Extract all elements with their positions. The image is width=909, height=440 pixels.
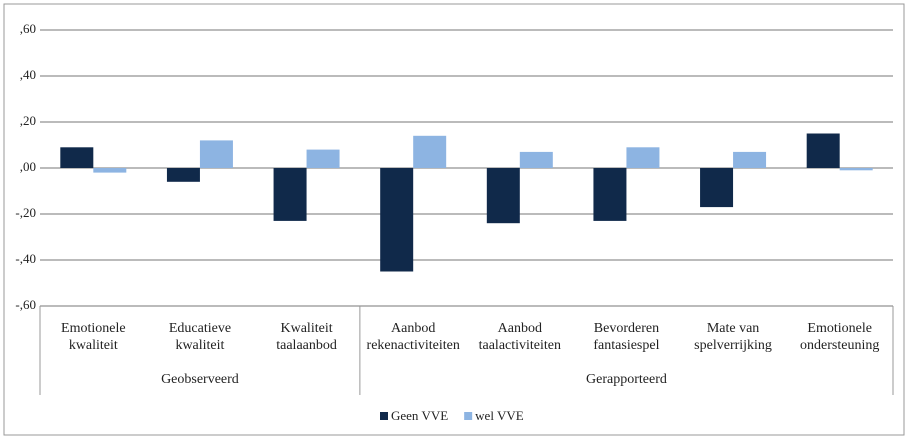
legend-swatch: [464, 412, 473, 420]
x-tick-label: Educatieve kwaliteit: [168, 321, 232, 353]
bar: [519, 151, 553, 168]
y-tick-label: -,20: [15, 205, 36, 220]
x-tick-label: Emotionele ondersteuning: [800, 321, 880, 353]
bar: [199, 140, 233, 168]
bar: [60, 147, 94, 168]
bar: [839, 168, 873, 171]
bar: [486, 168, 520, 224]
group-label: Gerapporteerd: [586, 372, 667, 387]
bar: [806, 133, 840, 168]
bar: [700, 168, 734, 208]
bar: [166, 168, 200, 182]
x-tick-label: Bevorderen fantasiespel: [593, 321, 660, 353]
bar: [593, 168, 627, 221]
chart-border: [3, 3, 905, 436]
x-tick-label: Aanbod rekenactiviteiten: [366, 321, 460, 353]
legend-swatch: [380, 412, 388, 420]
y-tick-label: ,40: [20, 67, 36, 82]
y-tick-label: ,20: [20, 113, 36, 128]
bar: [413, 135, 447, 168]
bar: [273, 168, 307, 221]
legend-label: Geen VVE: [391, 408, 448, 423]
bar: [733, 151, 767, 168]
bar: [380, 168, 414, 272]
x-tick-label: Aanbod taalactiviteiten: [478, 321, 562, 353]
y-tick-label: -,60: [15, 297, 36, 312]
y-tick-label: ,60: [20, 21, 36, 36]
y-tick-label: -,40: [15, 251, 36, 266]
x-tick-label: Kwaliteit taalaanbod: [276, 321, 337, 353]
bar: [93, 168, 127, 173]
group-label: Geobserveerd: [161, 372, 239, 387]
y-tick-label: ,00: [20, 159, 36, 174]
x-tick-label: Emotionele kwaliteit: [61, 321, 126, 353]
bar: [626, 147, 660, 168]
x-tick-label: Mate van spelverrijking: [694, 321, 772, 353]
legend-label: wel VVE: [475, 408, 524, 423]
bar: [306, 149, 340, 168]
